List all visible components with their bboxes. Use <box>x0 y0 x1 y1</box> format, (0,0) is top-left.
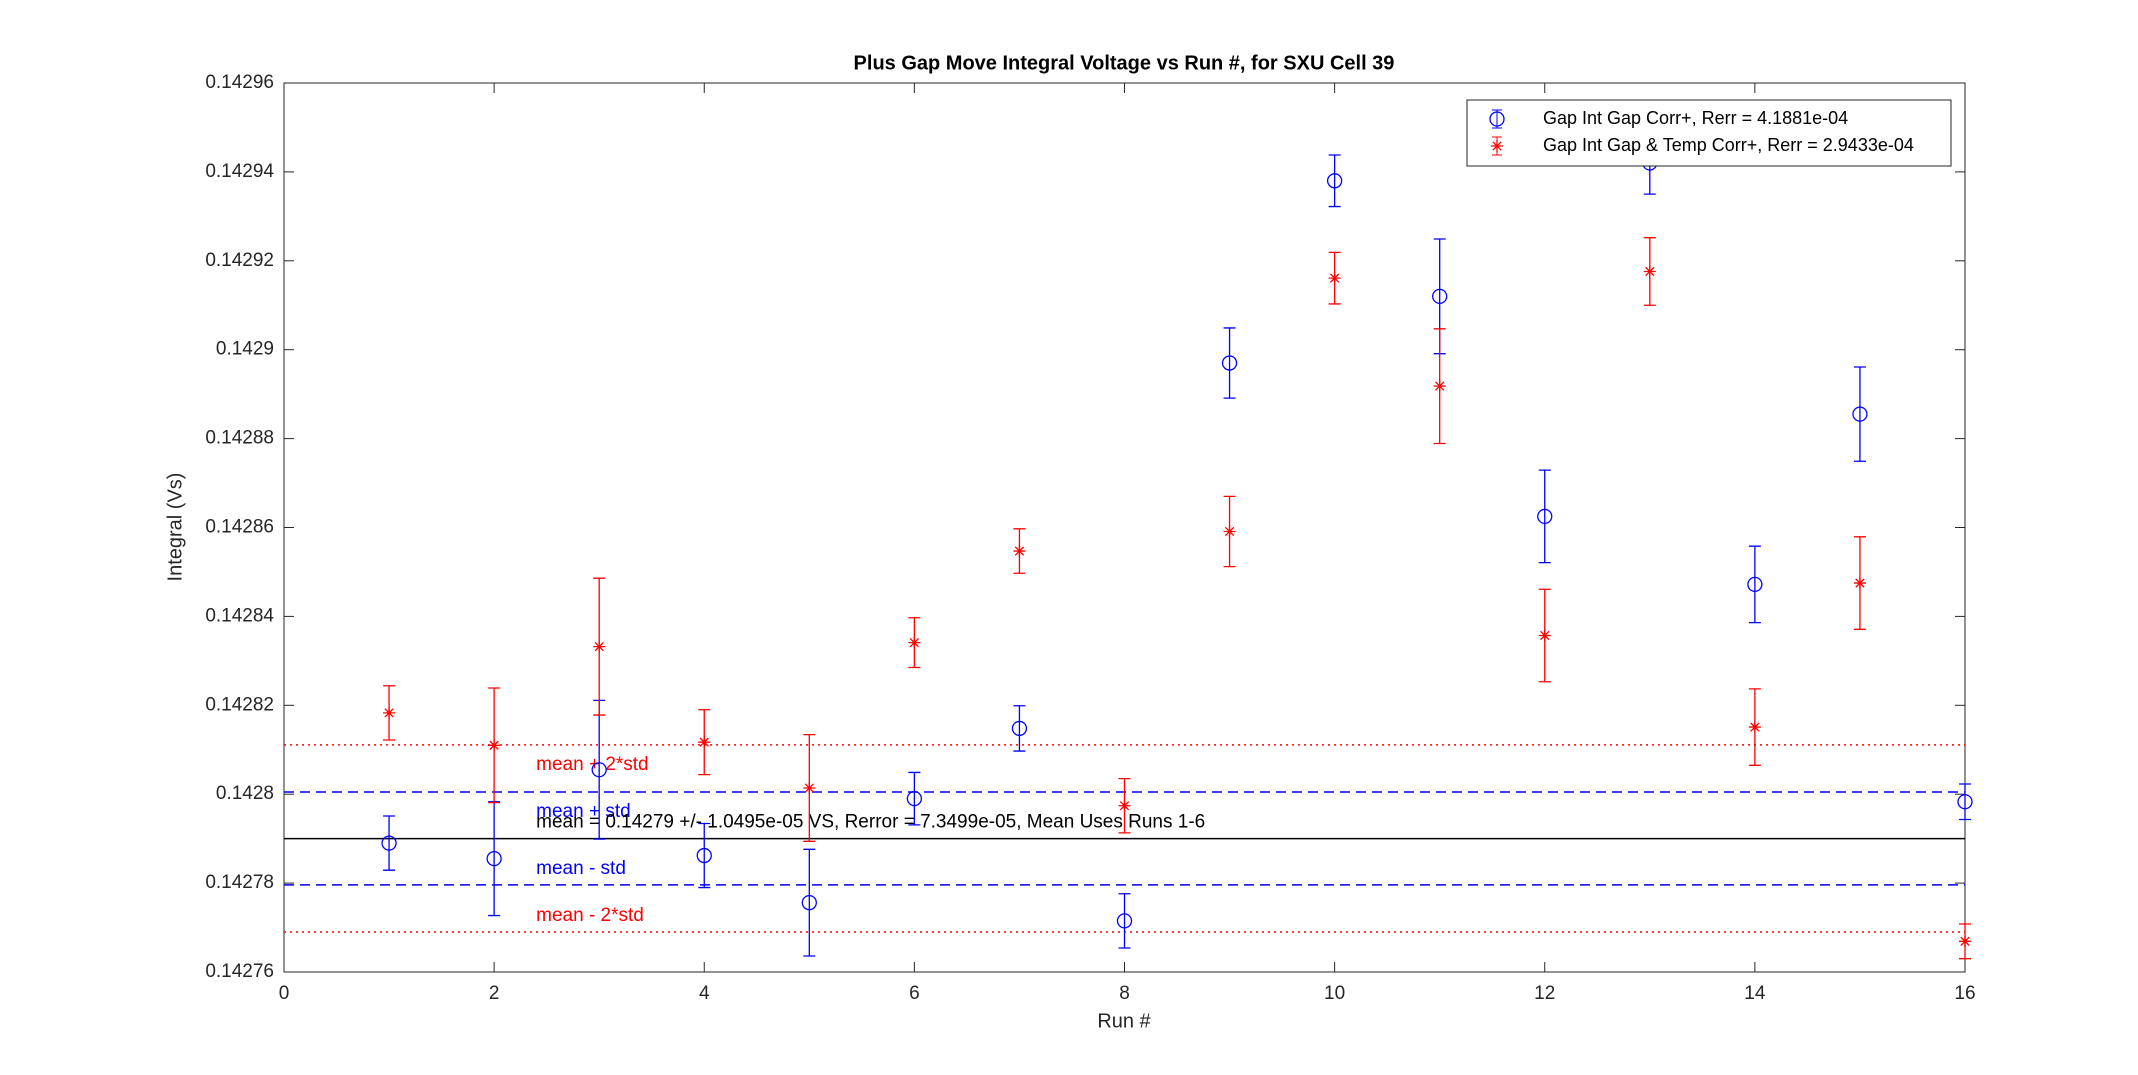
x-tick-label: 12 <box>1534 983 1555 1004</box>
reference-label: mean = 0.14279 +/- 1.0495e-05 VS, Rerror… <box>536 812 1205 833</box>
error-bar <box>1118 893 1131 949</box>
reference-label: mean - 2*std <box>536 905 644 926</box>
x-tick-label: 0 <box>279 983 290 1004</box>
data-point <box>1011 720 1028 737</box>
data-point <box>906 790 923 807</box>
data-point <box>1748 721 1761 734</box>
data-point <box>1013 545 1026 558</box>
x-tick-label: 16 <box>1954 983 1975 1004</box>
data-point <box>1221 355 1238 371</box>
y-tick-label: 0.1428 <box>216 783 274 804</box>
data-point <box>801 895 817 911</box>
legend-box <box>1466 99 1952 167</box>
error-bar <box>698 822 711 889</box>
data-point <box>698 736 711 749</box>
data-point <box>1433 380 1446 393</box>
data-point <box>381 835 397 851</box>
data-point <box>1957 794 1973 810</box>
reference-label: mean + std <box>536 801 631 822</box>
error-bar <box>383 815 396 871</box>
x-tick-label: 10 <box>1324 983 1345 1004</box>
legend-label: Gap Int Gap & Temp Corr+, Rerr = 2.9433e… <box>1543 135 1914 155</box>
error-bar <box>1013 705 1026 752</box>
x-tick-label: 2 <box>489 983 500 1004</box>
data-point <box>486 851 502 867</box>
error-bar <box>1538 469 1551 564</box>
data-point <box>1537 508 1553 525</box>
x-tick-label: 8 <box>1119 983 1130 1004</box>
data-point <box>1116 913 1133 929</box>
error-bar <box>908 771 921 826</box>
data-point <box>908 636 921 649</box>
data-point <box>383 706 396 719</box>
legend-label: Gap Int Gap Corr+, Rerr = 4.1881e-04 <box>1543 108 1848 128</box>
data-point <box>488 739 501 752</box>
data-point <box>1432 288 1448 305</box>
data-point <box>591 762 607 778</box>
y-tick-label: 0.14292 <box>205 250 274 271</box>
data-point <box>1328 272 1341 285</box>
y-tick-label: 0.14278 <box>205 872 274 893</box>
data-point <box>1538 629 1551 642</box>
y-tick-label: 0.14296 <box>205 72 274 93</box>
legend-marker <box>1491 140 1503 152</box>
chart-title: Plus Gap Move Integral Voltage vs Run #,… <box>854 52 1395 74</box>
y-tick-label: 0.14288 <box>205 428 274 449</box>
error-bar <box>1328 154 1341 208</box>
x-axis-label: Run # <box>1097 1010 1151 1032</box>
y-tick-label: 0.14286 <box>205 517 274 538</box>
error-bar <box>1748 545 1761 624</box>
error-bar <box>803 848 816 957</box>
y-tick-label: 0.14294 <box>205 161 274 182</box>
legend-errorbar <box>1492 109 1502 129</box>
data-point <box>696 847 712 864</box>
data-point <box>1643 265 1656 278</box>
error-bar <box>1223 327 1236 399</box>
error-bar <box>1853 366 1866 462</box>
data-point <box>1326 173 1343 189</box>
y-tick-label: 0.14282 <box>205 694 274 715</box>
data-point <box>1118 799 1131 812</box>
data-point <box>593 640 606 653</box>
data-point <box>803 781 816 794</box>
data-point <box>1853 577 1866 590</box>
data-point <box>1959 935 1971 948</box>
data-point <box>1852 406 1868 422</box>
y-tick-label: 0.1429 <box>216 339 274 360</box>
x-tick-label: 6 <box>909 983 920 1004</box>
y-tick-label: 0.14276 <box>205 961 274 982</box>
y-axis-label: Integral (Vs) <box>164 473 186 582</box>
x-tick-label: 4 <box>699 983 710 1004</box>
reference-label: mean - std <box>536 858 626 879</box>
x-tick-label: 14 <box>1744 983 1766 1004</box>
legend-marker <box>1489 111 1505 127</box>
data-point <box>1747 576 1763 593</box>
error-bar <box>1959 783 1971 821</box>
data-point <box>1223 525 1236 538</box>
reference-label: mean + 2*std <box>536 754 649 775</box>
y-tick-label: 0.14284 <box>205 605 274 626</box>
